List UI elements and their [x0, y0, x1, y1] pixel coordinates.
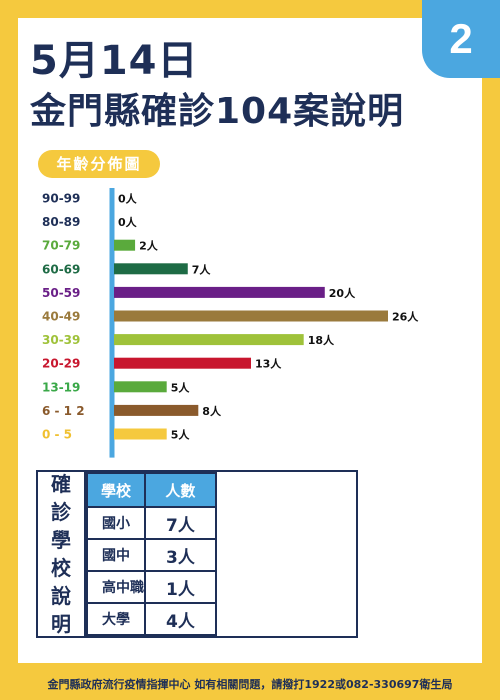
school-count: 1人 [143, 570, 217, 604]
school-count: 3人 [143, 538, 217, 572]
school-name: 高中職 [86, 570, 146, 604]
footer-contact: 金門縣政府流行疫情指揮中心 如有相關問題，請撥打1922或082-330697衛… [47, 678, 453, 691]
header-count: 人數 [143, 472, 217, 508]
y-axis-line [109, 188, 115, 458]
bar [114, 310, 388, 322]
school-side-label: 確 診 學 校 說 明 [38, 472, 86, 636]
table-row: 大學 4人 [86, 602, 217, 636]
table-row: 國小 7人 [86, 506, 217, 540]
category-label: 50-59 [42, 286, 80, 300]
chart-title: 年齡分佈圖 [38, 150, 160, 178]
bar [114, 239, 136, 251]
bar [114, 381, 167, 393]
category-label: 90-99 [42, 192, 80, 206]
side-label-char: 說 [51, 584, 71, 608]
age-distribution-chart: 90-99 0人 80-89 0人 70-79 2人 60-69 7人 50-59 20人 40-4… [42, 188, 419, 458]
category-label: 60-69 [42, 262, 80, 276]
school-table: 學校 人數 國小 7人 國中 3人 高中職 1人 大學 4人 [86, 472, 217, 636]
side-label-char: 學 [51, 528, 71, 552]
category-label: 40-49 [42, 310, 80, 324]
side-label-char: 明 [51, 612, 71, 636]
school-count: 4人 [143, 602, 217, 636]
bar [114, 286, 325, 298]
category-label: 70-79 [42, 239, 80, 253]
value-label: 5人 [171, 380, 191, 394]
category-label: 20-29 [42, 357, 80, 371]
table-header-row: 學校 人數 [86, 472, 217, 508]
value-label: 26人 [392, 310, 419, 324]
value-label: 2人 [139, 239, 159, 253]
school-name: 國中 [86, 538, 146, 572]
category-label: 30-39 [42, 333, 80, 347]
school-count: 7人 [143, 506, 217, 540]
category-label: 80-89 [42, 215, 80, 229]
bar [114, 428, 167, 440]
category-label: 0 - 5 [42, 428, 72, 442]
school-cases-table: 確 診 學 校 說 明 學校 人數 國小 7人 國中 3人 高中職 1人 大學 … [36, 470, 358, 638]
bar [114, 334, 304, 346]
value-label: 8人 [202, 404, 222, 418]
bar [114, 404, 199, 416]
header-school: 學校 [86, 472, 146, 508]
table-row: 國中 3人 [86, 538, 217, 572]
title-main: 金門縣確診104案說明 [30, 91, 405, 132]
value-label: 0人 [118, 215, 138, 229]
value-label: 0人 [118, 192, 138, 206]
bar [114, 357, 251, 369]
value-label: 7人 [192, 262, 212, 276]
school-name: 大學 [86, 602, 146, 636]
category-label: 6 - 1 2 [42, 404, 85, 418]
school-name: 國小 [86, 506, 146, 540]
page-number-badge: 2 [422, 0, 500, 78]
value-label: 18人 [308, 333, 335, 347]
side-label-char: 確 [51, 472, 71, 496]
side-label-char: 診 [51, 500, 71, 524]
value-label: 13人 [255, 357, 282, 371]
table-row: 高中職 1人 [86, 570, 217, 604]
bar [114, 263, 188, 275]
value-label: 20人 [329, 286, 356, 300]
value-label: 5人 [171, 428, 191, 442]
side-label-char: 校 [51, 556, 71, 580]
title-date: 5月14日 [30, 38, 199, 84]
category-label: 13-19 [42, 380, 80, 394]
